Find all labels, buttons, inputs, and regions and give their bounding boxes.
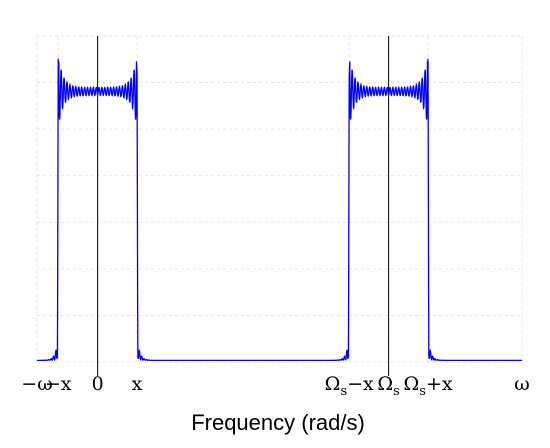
series-layer [37, 58, 522, 362]
x-tick-label: Ωs−x [325, 373, 374, 399]
reference-lines [97, 36, 390, 376]
series-line [37, 58, 522, 362]
x-axis-label: Frequency (rad/s) [191, 410, 365, 435]
grid [36, 35, 523, 363]
x-tick-labels: −ω−x 0 x Ωs−x Ωs Ωs+x ω [21, 373, 529, 399]
x-tick-label: Ωs+x [403, 373, 452, 399]
x-tick-label: Ωs [377, 373, 399, 399]
x-tick-label: −x [45, 373, 72, 395]
x-tick-label: ω [514, 373, 530, 395]
x-tick-label: x [132, 373, 143, 395]
x-tick-label: −ω [21, 373, 52, 395]
x-tick-label: 0 [92, 373, 104, 395]
